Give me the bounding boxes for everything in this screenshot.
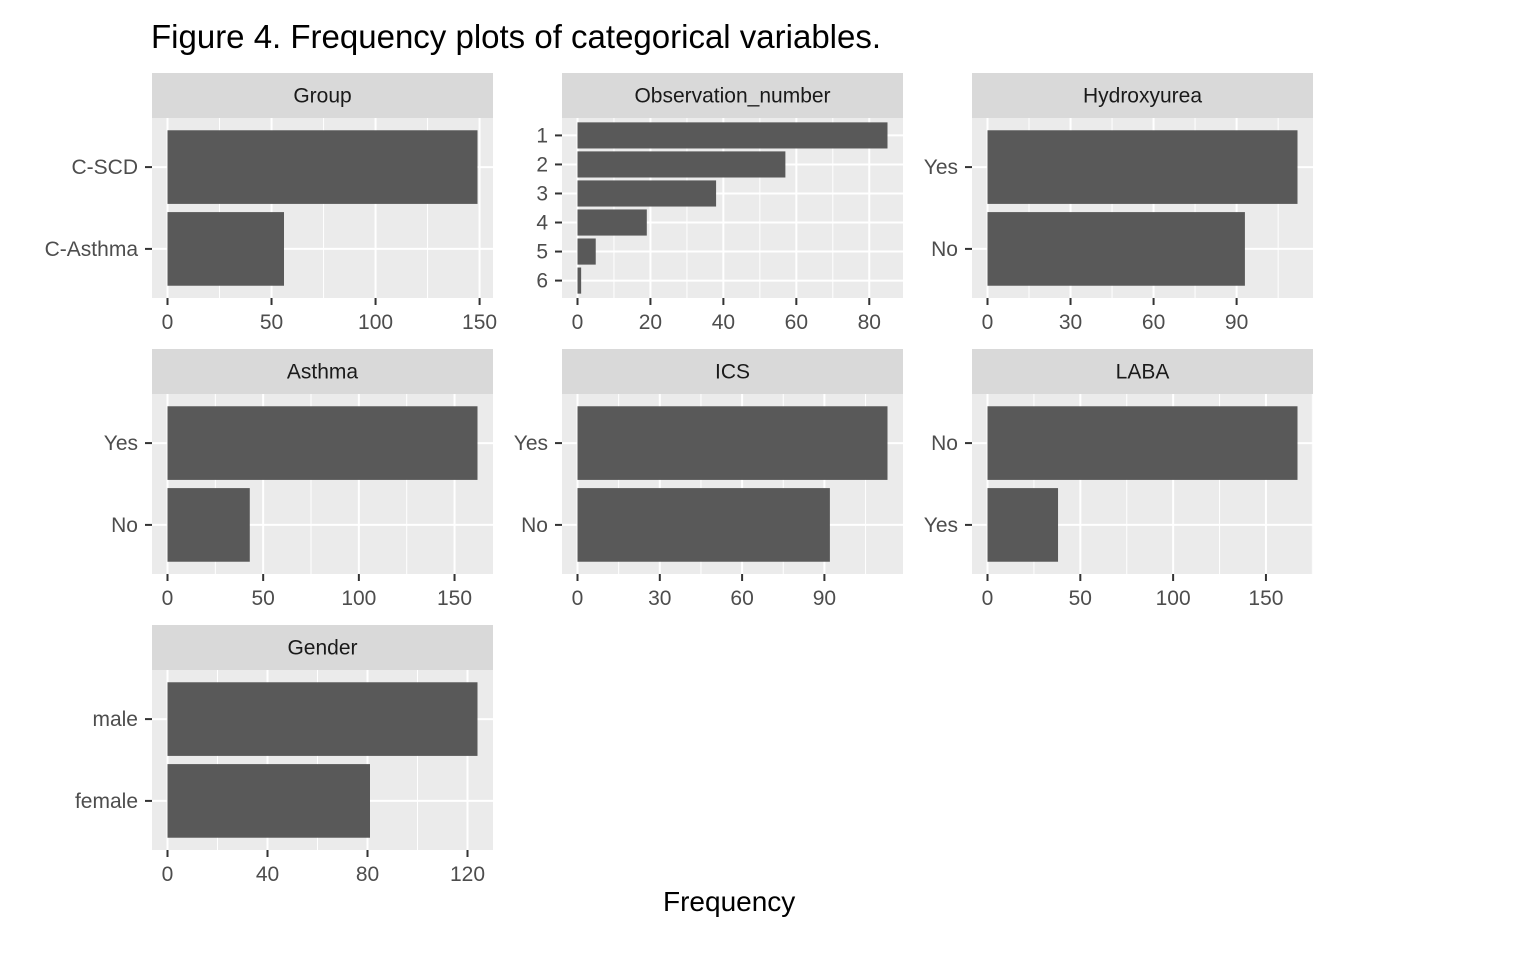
strip-label-group: Group	[293, 85, 351, 108]
x-tick-label: 150	[1248, 587, 1283, 610]
x-tick-label: 100	[358, 311, 393, 334]
strip-label-observation-number: Observation_number	[634, 85, 830, 108]
strip-ics	[562, 349, 903, 394]
strip-observation-number	[562, 73, 903, 118]
y-tick-label: Yes	[924, 156, 958, 179]
x-tick-label: 50	[1069, 587, 1092, 610]
y-tick-label: Yes	[104, 432, 138, 455]
x-tick-label: 50	[260, 311, 283, 334]
x-tick-label: 60	[1142, 311, 1165, 334]
y-tick-label: C-Asthma	[45, 238, 139, 261]
panel-gender: Gender male female 0 40 80 120	[75, 625, 493, 886]
y-tick-label: 6	[536, 270, 548, 293]
y-tick-label: 2	[536, 153, 548, 176]
x-axis-title: Frequency	[663, 886, 796, 917]
y-tick-label: No	[521, 514, 548, 537]
bar-ics-yes	[577, 406, 888, 480]
bar-asthma-no	[167, 488, 250, 562]
bar-group-c-asthma	[167, 212, 285, 286]
bar-observation-number-4	[577, 209, 647, 236]
x-tick-label: 150	[462, 311, 497, 334]
y-tick-label: 4	[536, 212, 548, 235]
strip-label-hydroxyurea: Hydroxyurea	[1083, 85, 1202, 108]
y-tick-label: Yes	[924, 514, 958, 537]
bar-observation-number-6	[577, 267, 582, 294]
y-tick-label: male	[92, 708, 138, 731]
bar-group-c-scd	[167, 130, 478, 204]
x-tick-label: 0	[162, 587, 174, 610]
x-tick-label: 100	[1156, 587, 1191, 610]
y-tick-label: No	[111, 514, 138, 537]
bar-observation-number-5	[577, 238, 596, 265]
x-tick-label: 50	[251, 587, 274, 610]
y-tick-label: No	[931, 238, 958, 261]
x-tick-label: 90	[1225, 311, 1248, 334]
panel-hydroxyurea: Hydroxyurea Yes No 0 30 60 90	[924, 73, 1313, 334]
x-tick-label: 30	[1059, 311, 1082, 334]
strip-laba	[972, 349, 1313, 394]
y-tick-label: 5	[536, 241, 548, 264]
y-tick-label: No	[931, 432, 958, 455]
x-tick-label: 0	[162, 863, 174, 886]
bar-observation-number-2	[577, 151, 786, 178]
x-tick-label: 150	[437, 587, 472, 610]
bar-laba-yes	[987, 488, 1059, 562]
strip-label-asthma: Asthma	[287, 361, 359, 384]
panel-laba: LABA No Yes 0 50 100 150	[924, 349, 1313, 610]
bar-asthma-yes	[167, 406, 478, 480]
x-tick-label: 0	[572, 311, 584, 334]
x-tick-label: 30	[648, 587, 671, 610]
bar-hydroxyurea-yes	[987, 130, 1298, 204]
strip-label-gender: Gender	[287, 637, 357, 660]
x-tick-label: 0	[982, 311, 994, 334]
strip-gender	[152, 625, 493, 670]
strip-label-laba: LABA	[1116, 361, 1170, 384]
bar-observation-number-3	[577, 180, 717, 207]
bar-hydroxyurea-no	[987, 212, 1245, 286]
x-tick-label: 60	[785, 311, 808, 334]
x-tick-label: 80	[858, 311, 881, 334]
x-tick-label: 80	[356, 863, 379, 886]
x-tick-label: 0	[572, 587, 584, 610]
strip-label-ics: ICS	[715, 361, 750, 384]
x-tick-label: 90	[813, 587, 836, 610]
x-tick-label: 0	[162, 311, 174, 334]
x-tick-label: 100	[341, 587, 376, 610]
panel-group: Group C-SCD C-Asthma 0 50 100 150	[45, 73, 497, 334]
strip-hydroxyurea	[972, 73, 1313, 118]
bar-laba-no	[987, 406, 1298, 480]
panel-asthma: Asthma Yes No 0 50 100 150	[104, 349, 493, 610]
bar-gender-female	[167, 764, 370, 838]
y-tick-label: 1	[536, 124, 548, 147]
y-tick-label: female	[75, 790, 138, 813]
x-tick-label: 20	[639, 311, 662, 334]
y-tick-label: 3	[536, 182, 548, 205]
y-tick-label: Yes	[514, 432, 548, 455]
bar-ics-no	[577, 488, 830, 562]
strip-group	[152, 73, 493, 118]
x-tick-label: 60	[730, 587, 753, 610]
x-tick-label: 120	[450, 863, 485, 886]
bar-gender-male	[167, 682, 478, 756]
y-tick-label: C-SCD	[72, 156, 139, 179]
x-tick-label: 40	[712, 311, 735, 334]
strip-asthma	[152, 349, 493, 394]
panel-ics: ICS Yes No 0 30 60 90	[514, 349, 903, 610]
x-tick-label: 40	[256, 863, 279, 886]
x-tick-label: 0	[982, 587, 994, 610]
figure-title: Figure 4. Frequency plots of categorical…	[151, 18, 882, 55]
bar-observation-number-1	[577, 122, 888, 149]
